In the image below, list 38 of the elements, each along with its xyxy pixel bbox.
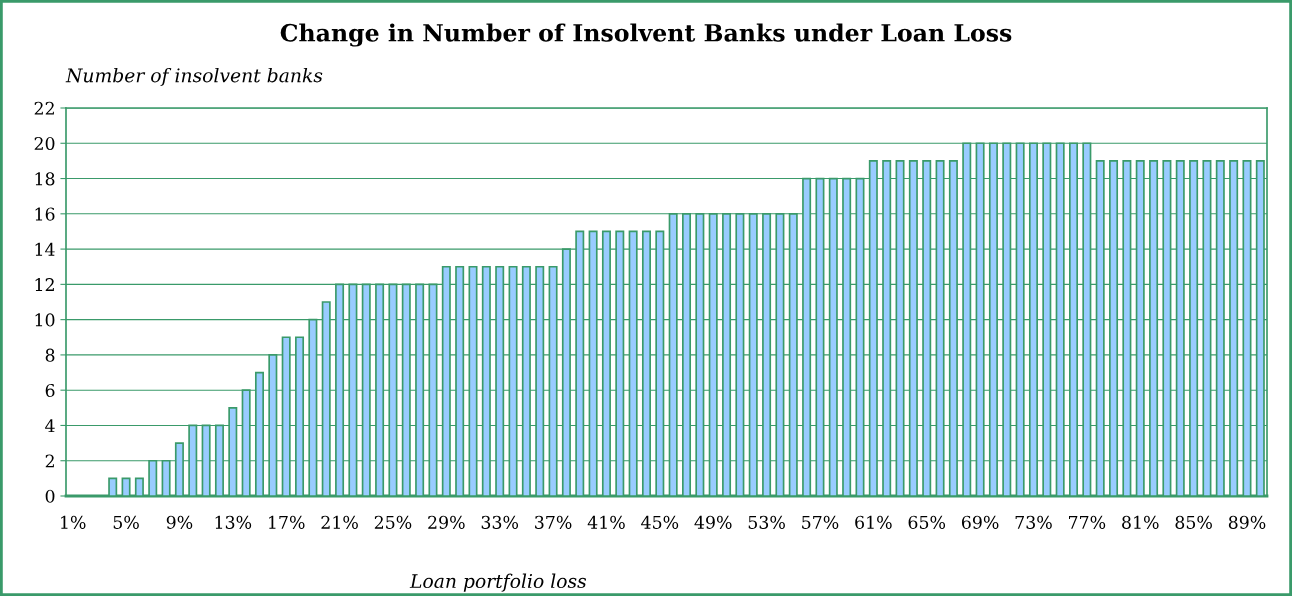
x-tick-label: 5% — [113, 515, 139, 529]
y-axis-title: Number of insolvent banks — [65, 67, 323, 87]
x-tick-label: 33% — [481, 515, 519, 529]
x-tick-label: 29% — [428, 515, 465, 529]
x-tick-label: 77% — [1069, 515, 1106, 529]
y-tick-label: 12 — [35, 278, 54, 291]
chart-title: Change in Number of Insolvent Banks under Loan Loss — [280, 23, 1012, 47]
x-tick-label: 49% — [694, 515, 732, 529]
y-tick-label: 20 — [34, 136, 55, 151]
y-tick-label: 8 — [45, 348, 55, 362]
x-tick-label: 85% — [1175, 515, 1212, 529]
x-tick-label: 1% — [61, 515, 86, 529]
x-tick-label: 89% — [1228, 515, 1266, 529]
y-tick-label: 18 — [35, 172, 55, 186]
y-tick-label: 14 — [35, 242, 55, 256]
y-tick-label: 10 — [35, 313, 55, 327]
x-tick-label: 81% — [1122, 515, 1159, 529]
x-tick-label: 17% — [269, 515, 305, 529]
y-tick-label: 16 — [35, 207, 55, 221]
x-tick-label: 41% — [587, 515, 625, 529]
x-axis-title: Loan portfolio loss — [409, 573, 587, 592]
x-tick-label: 65% — [908, 515, 946, 529]
x-tick-label: 73% — [1015, 515, 1052, 529]
x-tick-label: 9% — [166, 515, 193, 529]
x-tick-label: 21% — [321, 515, 358, 529]
y-tick-label: 4 — [45, 419, 55, 433]
y-tick-label: 6 — [45, 383, 55, 398]
x-tick-label: 57% — [802, 515, 839, 529]
x-tick-label: 45% — [641, 515, 679, 529]
x-tick-label: 37% — [535, 515, 572, 529]
y-tick-label: 0 — [45, 489, 55, 503]
x-tick-label: 69% — [961, 515, 999, 529]
x-tick-label: 25% — [374, 515, 412, 529]
x-tick-label: 61% — [855, 515, 892, 529]
y-tick-label: 2 — [45, 454, 54, 468]
x-tick-label: 53% — [748, 515, 785, 529]
x-tick-label: 13% — [215, 515, 252, 529]
y-tick-label: 22 — [34, 101, 54, 115]
